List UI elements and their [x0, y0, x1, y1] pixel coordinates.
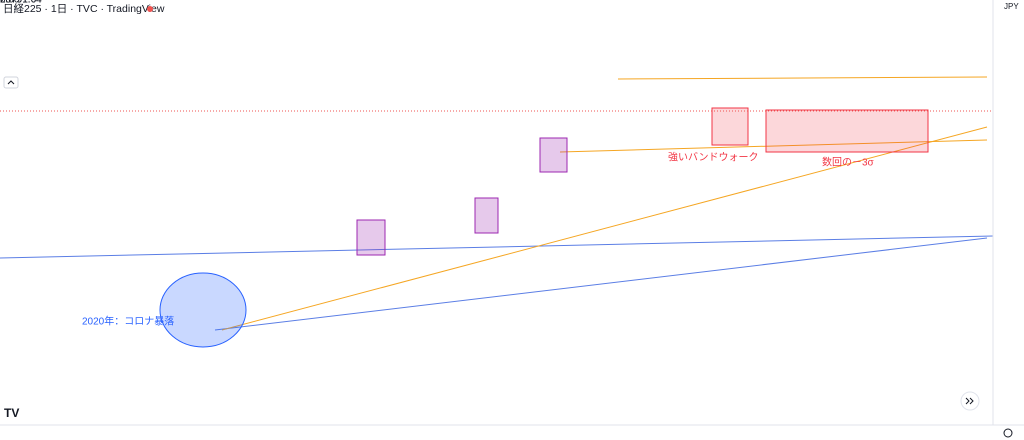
trend-line [559, 139, 988, 153]
currency: JPY [1004, 2, 1019, 11]
trend-line [214, 237, 988, 331]
[object Object]: 28791.64 [0, 0, 42, 6]
annotation: 2020年：コロナ暴落 [82, 315, 174, 328]
highlight-ellipse [159, 272, 247, 348]
highlight-box [356, 219, 386, 256]
trend-line [0, 235, 994, 259]
logo: TV [4, 406, 19, 420]
annotation: 数回の－3σ [822, 156, 875, 169]
settings-icon[interactable] [1003, 428, 1013, 438]
highlight-box [711, 107, 749, 146]
[object Object]: 0.00 [0, 0, 20, 6]
status-dot [147, 6, 153, 12]
drawings [0, 76, 994, 348]
trend-line [617, 76, 988, 80]
highlight-box [765, 109, 929, 153]
symbol[interactable]: 日経225 · 1日 · TVC · TradingView [3, 2, 165, 15]
collapse-icon [7, 80, 15, 85]
[object Object]: 28791.64 [0, 0, 42, 6]
scroll-button[interactable] [960, 391, 980, 411]
collapse-button[interactable] [3, 76, 19, 89]
highlight-box [474, 197, 499, 234]
annotation: 強いバンドウォーク [668, 151, 759, 164]
highlight-box [539, 137, 568, 173]
scroll-icon [965, 397, 974, 405]
trend-line [221, 126, 988, 331]
